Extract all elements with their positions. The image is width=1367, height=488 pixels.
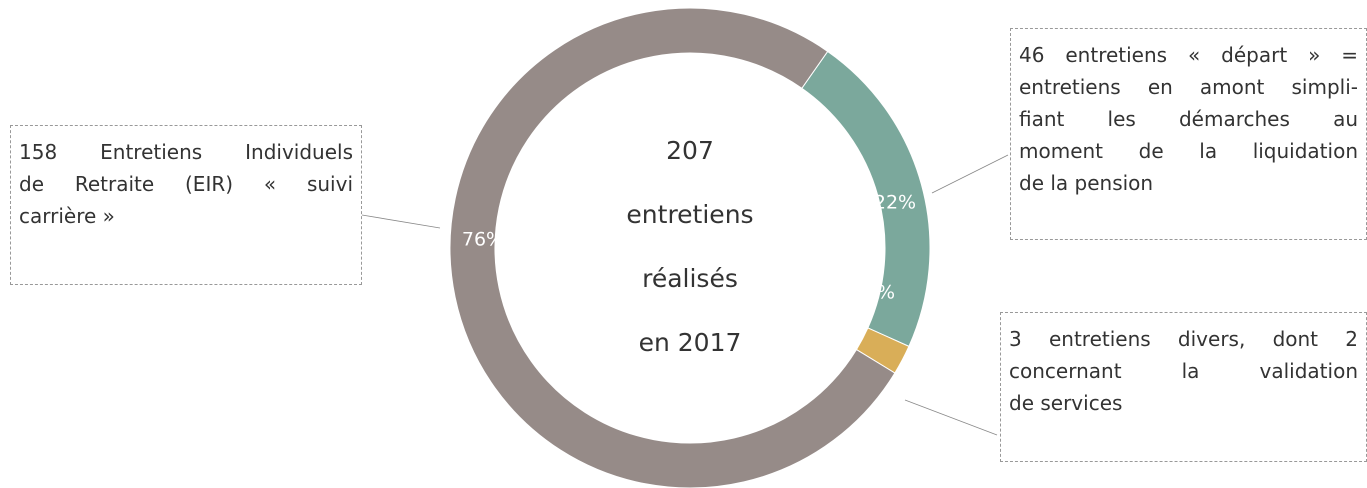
annotation-line: concernant la validation [1009,359,1358,383]
leader-line [931,154,1009,194]
data-label: 2% [865,282,895,304]
annotation-line: 46 entretiens « départ » = [1019,43,1358,67]
annotation-line: entretiens en amont simpli- [1019,75,1358,99]
center-text: entretiens [626,200,753,229]
annotation-line: 158 Entretiens Individuels [19,140,353,164]
data-label: 22% [874,192,916,214]
annotation-line: de Retraite (EIR) « suivi [19,172,353,196]
annotation-line: moment de la liquidation [1019,139,1358,163]
data-label: 76% [462,229,504,251]
annotation-line: fiant les démarches au [1019,107,1358,131]
annotation-line: de services [1009,391,1123,415]
annotation-line: de la pension [1019,171,1154,195]
donut-slice [449,7,896,488]
annotation-line: carrière » [19,204,115,228]
annotation-box: 158 Entretiens Individuels de Retraite (E… [10,125,362,285]
center-text: réalisés [642,264,738,293]
leader-line [904,399,998,436]
center-text: en 2017 [639,328,742,357]
leader-line [361,214,441,229]
annotation-box: 46 entretiens « départ » = entretiens en … [1010,28,1367,240]
center-text: 207 [666,136,714,165]
annotation-line: 3 entretiens divers, dont 2 [1009,327,1358,351]
annotation-box: 3 entretiens divers, dont 2 concernant la… [1000,312,1367,462]
